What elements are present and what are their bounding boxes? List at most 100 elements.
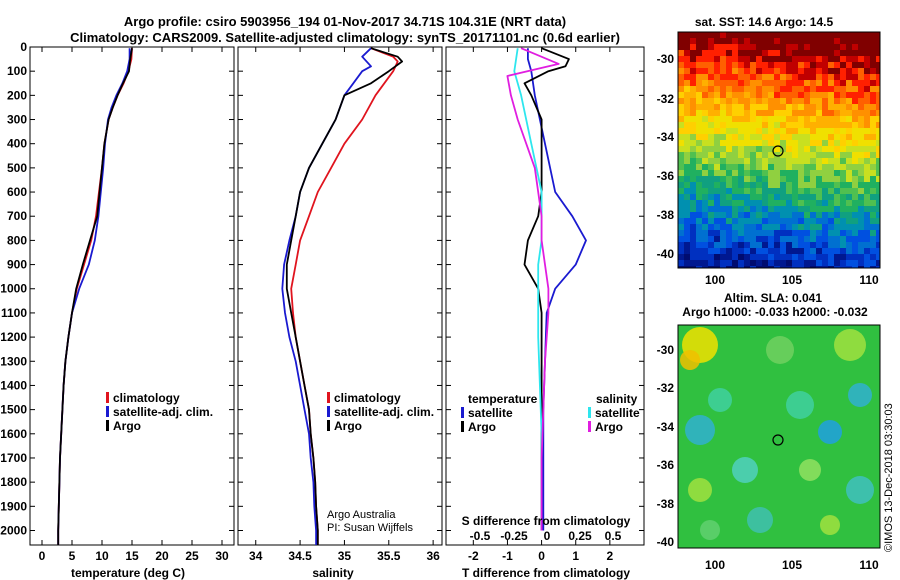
sst-cell — [798, 50, 804, 56]
sst-cell — [756, 56, 762, 62]
sst-cell — [804, 218, 810, 224]
sst-cell — [702, 50, 708, 56]
sst-cell — [732, 74, 738, 80]
sst-cell — [744, 158, 750, 164]
sst-cell — [822, 182, 828, 188]
sst-cell — [774, 146, 780, 152]
sst-cell — [798, 74, 804, 80]
sst-cell — [690, 140, 696, 146]
sst-cell — [678, 74, 684, 80]
sst-cell — [702, 206, 708, 212]
sst-cell — [738, 242, 744, 248]
sst-cell — [816, 254, 822, 260]
sst-cell — [750, 128, 756, 134]
sst-cell — [858, 158, 864, 164]
sst-cell — [732, 194, 738, 200]
sst-cell — [696, 158, 702, 164]
sst-cell — [708, 32, 714, 38]
sst-cell — [840, 230, 846, 236]
sst-cell — [876, 128, 880, 134]
sst-cell — [816, 164, 822, 170]
sst-cell — [870, 32, 876, 38]
sst-cell — [864, 32, 870, 38]
sst-cell — [696, 104, 702, 110]
sst-cell — [768, 164, 774, 170]
sst-cell — [852, 248, 858, 254]
sst-cell — [870, 56, 876, 62]
sst-cell — [798, 230, 804, 236]
sst-cell — [678, 254, 684, 260]
sst-cell — [828, 242, 834, 248]
salinity-depth-ticks — [238, 46, 442, 531]
sst-cell — [708, 62, 714, 68]
sst-cell — [870, 218, 876, 224]
sst-cell — [738, 38, 744, 44]
sst-cell — [708, 98, 714, 104]
sst-cell — [804, 122, 810, 128]
sst-cell — [708, 128, 714, 134]
sst-cell — [816, 128, 822, 134]
sst-cell — [876, 38, 880, 44]
sst-cell — [696, 62, 702, 68]
sst-cell — [774, 170, 780, 176]
sst-cell — [810, 248, 816, 254]
sst-cell — [786, 230, 792, 236]
sst-cell — [696, 50, 702, 56]
sst-cell — [684, 200, 690, 206]
sst-cell — [762, 38, 768, 44]
sst-cell — [750, 44, 756, 50]
sst-cell — [732, 236, 738, 242]
sst-cell — [870, 86, 876, 92]
s-difference-ticklabels: -0.5 -0.25 0 0.25 0.5 — [470, 529, 622, 543]
sst-cell — [762, 254, 768, 260]
sst-cell — [756, 122, 762, 128]
salinity-xlabel: salinity — [312, 566, 354, 580]
sst-cell — [678, 248, 684, 254]
sst-cell — [870, 62, 876, 68]
sst-cell — [816, 170, 822, 176]
sst-cell — [750, 134, 756, 140]
sst-cell — [810, 116, 816, 122]
sst-cell — [828, 176, 834, 182]
sst-cell — [684, 206, 690, 212]
sst-cell — [798, 248, 804, 254]
sst-cell — [846, 158, 852, 164]
sst-cell — [780, 170, 786, 176]
sst-cell — [804, 68, 810, 74]
sst-cell — [750, 164, 756, 170]
sst-cell — [684, 62, 690, 68]
sst-cell — [702, 80, 708, 86]
sst-cell — [714, 92, 720, 98]
sst-cell — [732, 98, 738, 104]
depth-tick-label: 100 — [7, 64, 27, 78]
sst-cell — [822, 38, 828, 44]
salinity-x-axis: 34 34.5 35 35.5 36 — [249, 47, 440, 563]
sst-cell — [726, 176, 732, 182]
sst-cell — [870, 170, 876, 176]
sst-cell — [816, 92, 822, 98]
sst-cell — [792, 266, 798, 268]
sst-cell — [792, 230, 798, 236]
sst-cell — [834, 164, 840, 170]
sst-cell — [732, 158, 738, 164]
sst-cell — [816, 44, 822, 50]
sst-cell — [750, 92, 756, 98]
sst-cell — [696, 86, 702, 92]
sst-cell — [708, 80, 714, 86]
x-tick-label: 2 — [607, 549, 614, 563]
sst-cell — [840, 104, 846, 110]
sst-cell — [732, 80, 738, 86]
sst-cell — [684, 236, 690, 242]
sst-cell — [708, 212, 714, 218]
sst-cell — [792, 254, 798, 260]
x-tick-label: 10 — [95, 549, 109, 563]
sst-cell — [756, 104, 762, 110]
x-tick-label: 15 — [125, 549, 139, 563]
sst-cell — [690, 134, 696, 140]
sst-cell — [768, 146, 774, 152]
sst-cell — [834, 152, 840, 158]
sst-cell — [690, 224, 696, 230]
sst-cell — [804, 140, 810, 146]
sst-cell — [684, 266, 690, 268]
sst-cell — [786, 152, 792, 158]
